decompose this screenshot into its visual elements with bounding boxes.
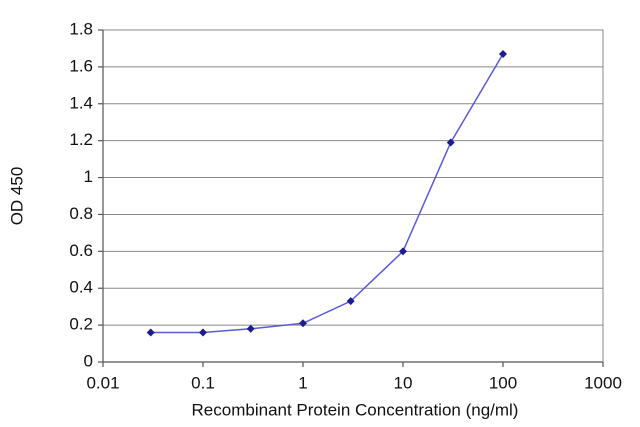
x-tick-label: 0.01 <box>86 373 119 392</box>
y-tick-label: 0.6 <box>69 241 93 260</box>
x-tick-label: 100 <box>489 373 517 392</box>
x-tick-label: 1000 <box>584 373 622 392</box>
y-tick-label: 0 <box>84 351 93 370</box>
data-point <box>199 328 207 337</box>
y-tick-label: 0.4 <box>69 278 93 297</box>
y-tick-label: 1.8 <box>69 19 93 38</box>
data-point <box>499 49 507 58</box>
y-axis-label: OD 450 <box>7 167 26 226</box>
y-tick-label: 1.4 <box>69 93 93 112</box>
x-axis-label: Recombinant Protein Concentration (ng/ml… <box>192 400 519 419</box>
y-tick-label: 1.6 <box>69 56 93 75</box>
y-tick-label: 0.8 <box>69 204 93 223</box>
x-tick-label: 0.1 <box>191 373 215 392</box>
y-tick-label: 0.2 <box>69 315 93 334</box>
x-tick-label: 10 <box>394 373 413 392</box>
data-point <box>299 319 307 328</box>
y-tick-label: 1 <box>84 167 93 186</box>
plot-area <box>102 29 604 363</box>
data-line <box>150 53 504 334</box>
x-tick-label: 1 <box>298 373 307 392</box>
data-point <box>399 247 407 256</box>
data-point <box>146 328 155 337</box>
data-point <box>446 138 455 147</box>
y-tick-label: 1.2 <box>69 130 93 149</box>
data-point <box>346 297 355 306</box>
data-point <box>246 324 255 333</box>
